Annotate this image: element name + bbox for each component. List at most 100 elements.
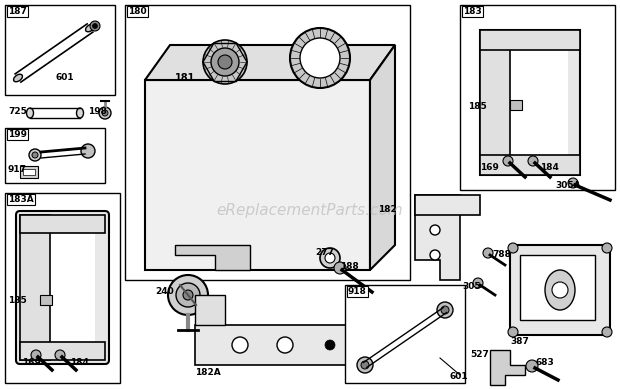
Circle shape — [361, 361, 369, 369]
Text: 169: 169 — [480, 163, 499, 172]
Text: 601: 601 — [450, 372, 469, 381]
Text: 305A: 305A — [555, 181, 580, 190]
Polygon shape — [145, 230, 370, 270]
Circle shape — [290, 28, 350, 88]
Polygon shape — [415, 195, 480, 215]
Circle shape — [55, 350, 65, 360]
Circle shape — [473, 278, 483, 288]
Circle shape — [508, 243, 518, 253]
Circle shape — [203, 40, 247, 84]
Circle shape — [99, 107, 111, 119]
Text: 240: 240 — [155, 287, 174, 296]
Bar — [195, 295, 225, 325]
Circle shape — [430, 225, 440, 235]
Circle shape — [437, 302, 453, 318]
Ellipse shape — [86, 24, 94, 32]
Text: 182A: 182A — [195, 368, 221, 377]
Bar — [20, 215, 105, 233]
Bar — [5, 128, 105, 183]
Text: 184: 184 — [540, 163, 559, 172]
Text: 188: 188 — [340, 262, 359, 271]
Bar — [345, 285, 465, 383]
Circle shape — [325, 253, 335, 263]
Text: 601: 601 — [55, 73, 74, 82]
Circle shape — [602, 327, 612, 337]
Text: 187: 187 — [8, 7, 27, 16]
Circle shape — [81, 144, 95, 158]
Circle shape — [357, 357, 373, 373]
Circle shape — [90, 21, 100, 31]
Circle shape — [602, 243, 612, 253]
Circle shape — [32, 152, 38, 158]
Circle shape — [300, 38, 340, 78]
Text: 917: 917 — [8, 165, 27, 174]
Text: 185: 185 — [8, 296, 27, 305]
Bar — [20, 342, 105, 360]
Polygon shape — [490, 350, 525, 385]
Text: 277: 277 — [315, 248, 334, 257]
Circle shape — [528, 156, 538, 166]
Circle shape — [218, 55, 232, 69]
Text: 683: 683 — [535, 358, 554, 367]
Circle shape — [29, 149, 41, 161]
Ellipse shape — [27, 108, 33, 118]
FancyBboxPatch shape — [16, 211, 109, 364]
Text: 788: 788 — [492, 250, 511, 259]
Circle shape — [503, 156, 513, 166]
Bar — [510, 45, 568, 155]
Text: 182: 182 — [378, 205, 397, 214]
Circle shape — [350, 340, 360, 350]
Bar — [195, 325, 370, 365]
Circle shape — [211, 48, 239, 76]
Bar — [125, 5, 410, 280]
Text: 725: 725 — [8, 107, 27, 116]
Polygon shape — [145, 80, 370, 270]
Circle shape — [526, 360, 538, 372]
Text: eReplacementParts.com: eReplacementParts.com — [216, 203, 404, 217]
Text: 305: 305 — [462, 282, 480, 291]
Bar — [460, 5, 615, 190]
Text: 181: 181 — [175, 73, 195, 83]
Bar — [480, 30, 510, 175]
Bar — [40, 295, 52, 305]
Bar — [5, 193, 120, 383]
Circle shape — [568, 178, 578, 188]
Polygon shape — [175, 245, 250, 270]
Circle shape — [334, 262, 346, 274]
Polygon shape — [145, 45, 395, 80]
Circle shape — [277, 337, 293, 353]
Circle shape — [552, 282, 568, 298]
Text: 199: 199 — [8, 130, 27, 139]
Text: 918: 918 — [348, 287, 367, 296]
Circle shape — [168, 275, 208, 315]
Text: 180: 180 — [128, 7, 146, 16]
Bar — [5, 5, 115, 95]
Bar — [480, 30, 580, 175]
Bar — [520, 255, 595, 320]
Circle shape — [92, 23, 97, 28]
Circle shape — [232, 337, 248, 353]
Ellipse shape — [545, 270, 575, 310]
Text: 198: 198 — [88, 107, 107, 116]
Text: 185: 185 — [468, 102, 487, 111]
Ellipse shape — [76, 108, 84, 118]
Text: 183: 183 — [463, 7, 482, 16]
Text: 527: 527 — [470, 350, 489, 359]
Polygon shape — [370, 45, 395, 270]
Text: 169: 169 — [22, 358, 41, 367]
Circle shape — [430, 250, 440, 260]
Circle shape — [320, 248, 340, 268]
Bar — [480, 155, 580, 175]
Bar — [50, 225, 95, 345]
Bar — [480, 30, 580, 50]
Polygon shape — [415, 195, 460, 280]
Text: 387: 387 — [510, 337, 529, 346]
Circle shape — [102, 110, 108, 116]
Text: 184: 184 — [70, 358, 89, 367]
Bar — [510, 245, 610, 335]
Circle shape — [325, 340, 335, 350]
Bar — [20, 215, 50, 360]
Circle shape — [183, 290, 193, 300]
Circle shape — [176, 283, 200, 307]
Ellipse shape — [14, 74, 22, 82]
